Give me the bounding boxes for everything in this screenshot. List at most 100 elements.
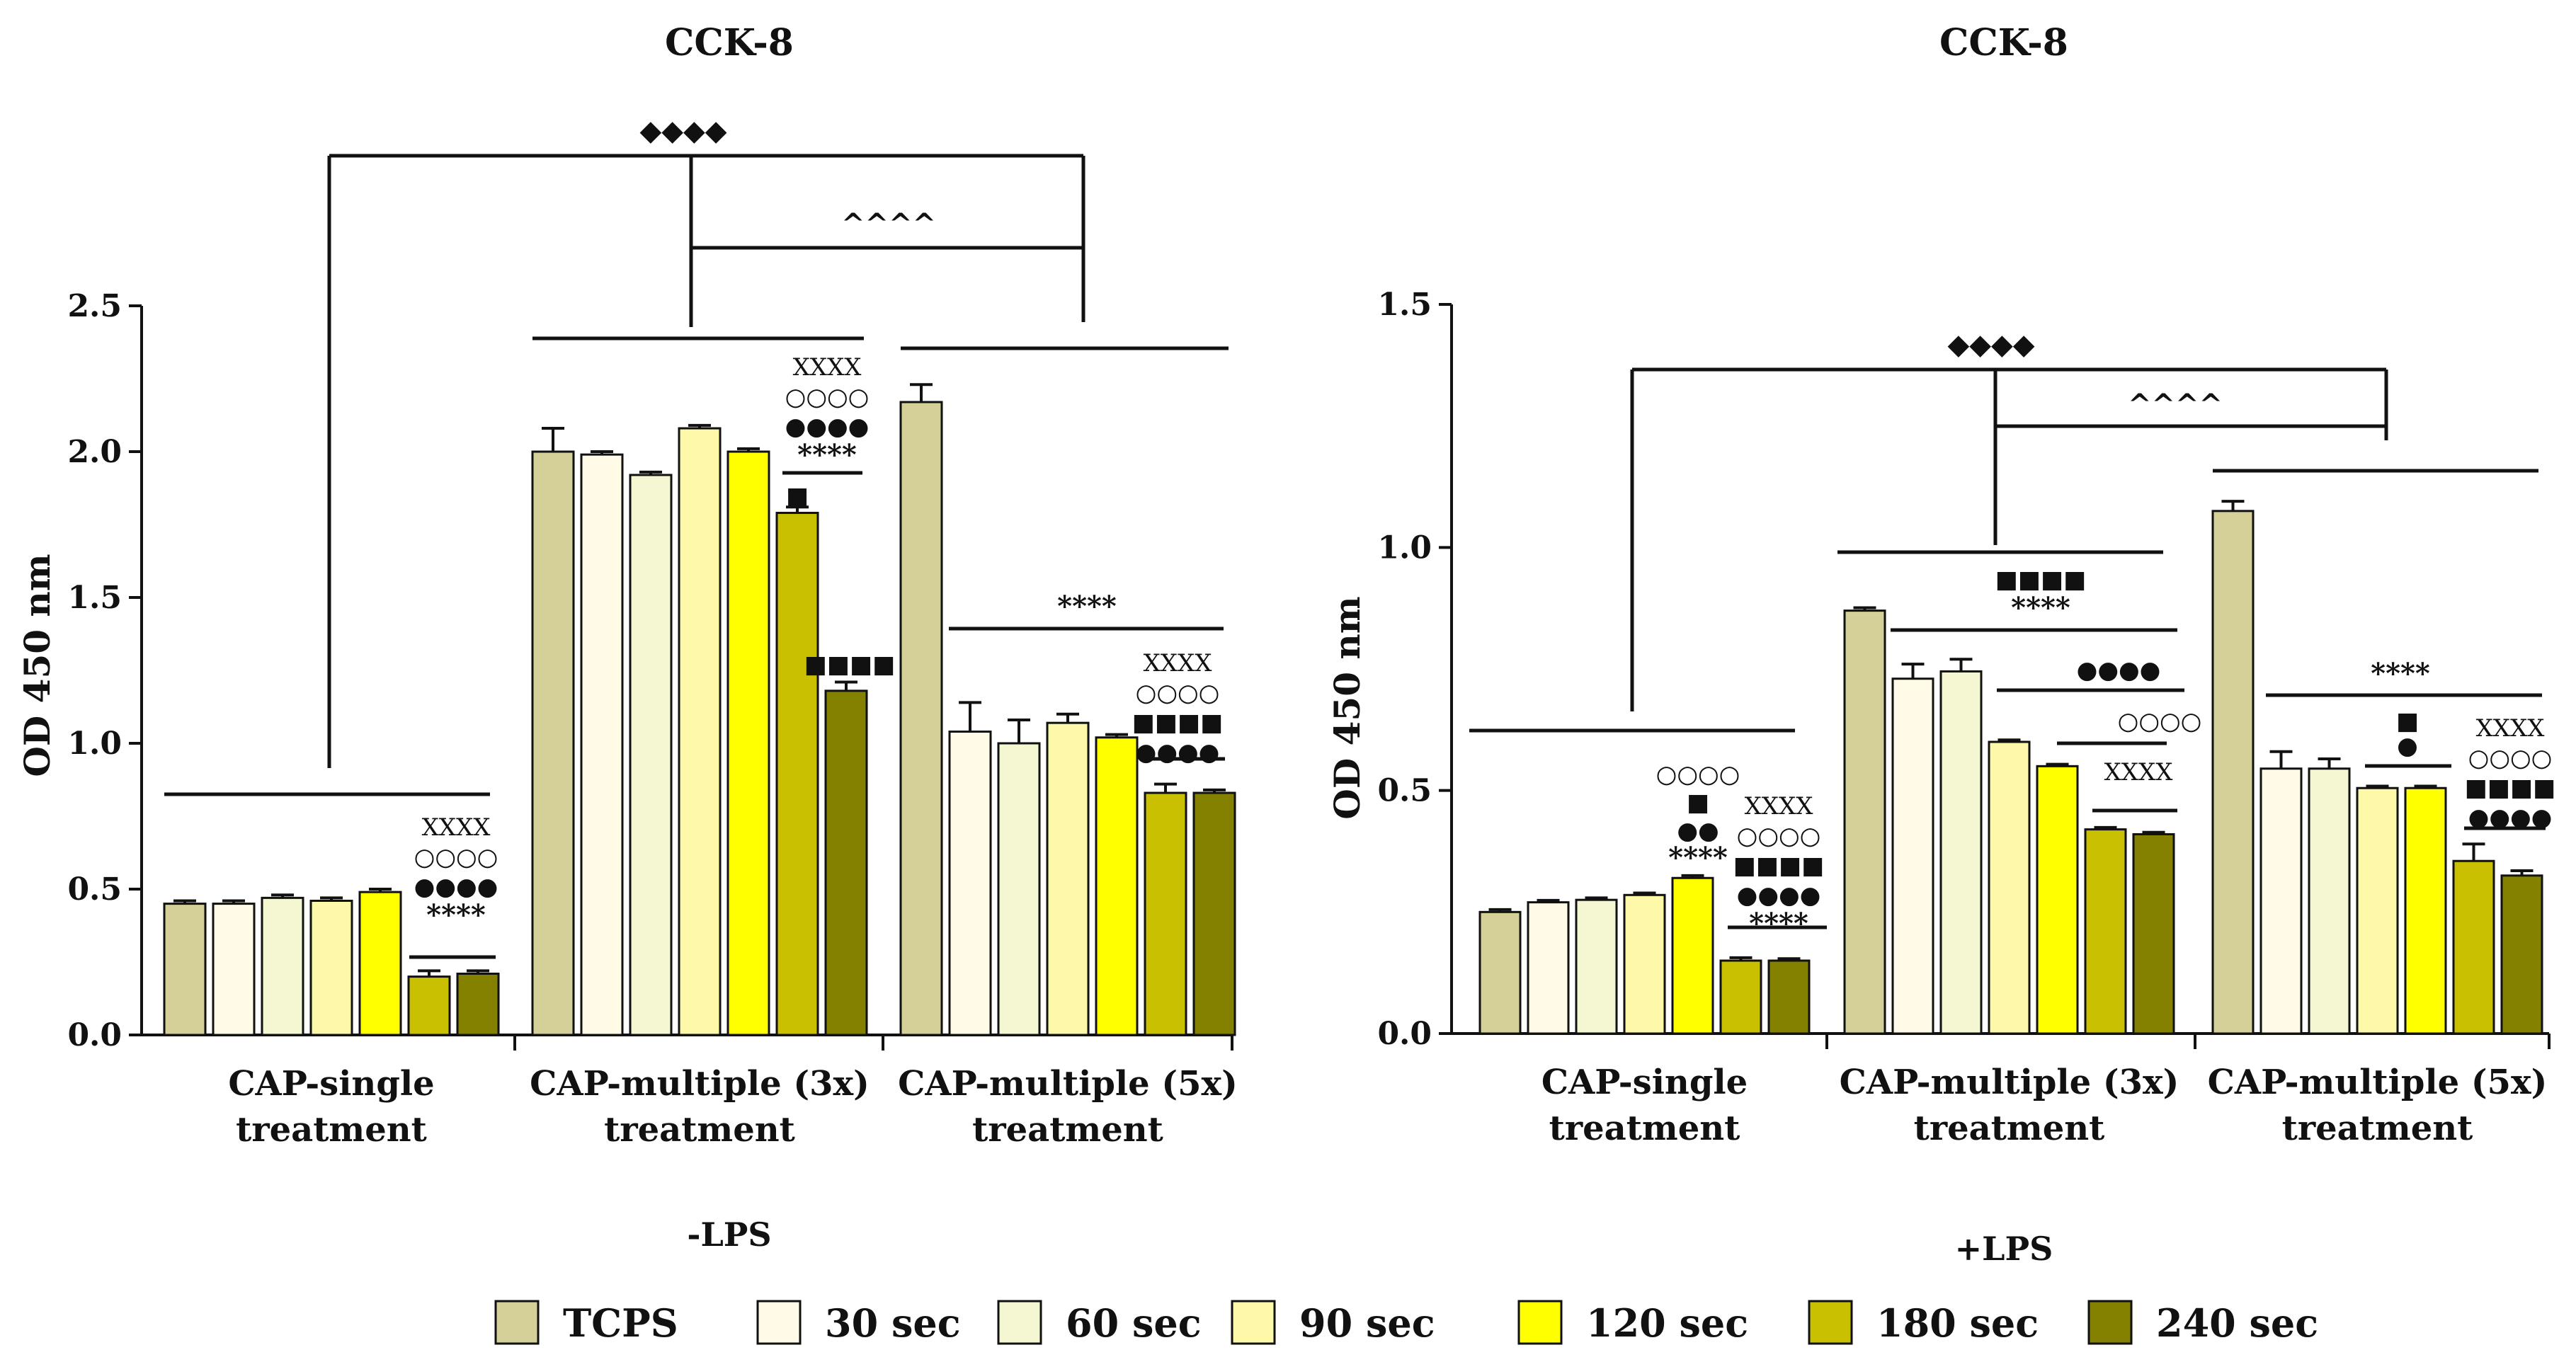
left-bar bbox=[629, 474, 673, 1036]
left-group3-sig: ■■■■ bbox=[1132, 709, 1224, 737]
left-tick-label: 1.5 bbox=[67, 580, 122, 616]
left-bar bbox=[212, 903, 256, 1036]
right-bar bbox=[2452, 859, 2495, 1035]
left-bar bbox=[163, 903, 207, 1036]
right-tick-label: 0.0 bbox=[1377, 1016, 1432, 1052]
right-group2-circles: ○○○○ bbox=[2118, 707, 2202, 736]
right-bar bbox=[1575, 898, 1618, 1035]
right-bar bbox=[2259, 767, 2303, 1035]
left-bar bbox=[261, 896, 304, 1036]
right-chart-title: CCK-8 bbox=[1939, 21, 2068, 64]
left-caret-marks: ^^^^ bbox=[841, 207, 936, 241]
left-group2-square: ■ bbox=[786, 482, 809, 510]
right-category-label: CAP-single bbox=[1541, 1063, 1748, 1102]
right-group3-stars: **** bbox=[2371, 657, 2430, 690]
left-category-label: CAP-multiple (3x) bbox=[530, 1064, 870, 1104]
left-bar bbox=[1192, 791, 1236, 1036]
right-category-label: CAP-multiple (5x) bbox=[2208, 1063, 2548, 1102]
right-category-sublabel: treatment bbox=[2282, 1109, 2473, 1148]
right-tick-label: 1.0 bbox=[1377, 530, 1432, 566]
right-bars bbox=[1478, 500, 2543, 1035]
left-bar bbox=[948, 731, 992, 1036]
right-diamond-marks: ◆◆◆◆ bbox=[1947, 328, 2034, 361]
right-bar bbox=[1939, 670, 1983, 1035]
right-bar bbox=[2211, 510, 2255, 1035]
right-y-axis-label: OD 450 nm bbox=[1326, 596, 1368, 819]
legend-label: 120 sec bbox=[1586, 1300, 1748, 1346]
right-category-labels: CAP-single treatment CAP-multiple (3x) trea… bbox=[1541, 1063, 2547, 1148]
left-bar bbox=[309, 899, 353, 1036]
legend-label: 90 sec bbox=[1299, 1300, 1435, 1346]
right-caret-marks: ^^^^ bbox=[2128, 388, 2223, 421]
left-annotations: ◆◆◆◆^^^^XXXX○○○○●●●●****XXXX○○○○●●●●****… bbox=[164, 114, 1229, 959]
right-group3-square: ■ bbox=[2396, 707, 2419, 736]
legend-label: 60 sec bbox=[1066, 1300, 1202, 1346]
left-group3-sig: ●●●● bbox=[1136, 738, 1220, 767]
right-group3-sig: XXXX bbox=[2476, 714, 2546, 743]
left-bar bbox=[726, 450, 770, 1036]
legend-swatch bbox=[2087, 1300, 2133, 1345]
left-bar bbox=[358, 891, 402, 1036]
legend-label: 30 sec bbox=[825, 1300, 961, 1346]
right-group2-squares: ■■■■ bbox=[1995, 566, 2087, 594]
right-group1-sig-a: ■ bbox=[1687, 789, 1709, 817]
left-bar bbox=[1095, 736, 1139, 1036]
left-tick-label: 2.0 bbox=[67, 434, 122, 470]
left-bar bbox=[1046, 721, 1090, 1036]
right-group1-sig-b: ■■■■ bbox=[1733, 852, 1825, 880]
left-category-label: CAP-multiple (5x) bbox=[898, 1064, 1238, 1104]
right-group3-sig: ■■■■ bbox=[2465, 774, 2556, 802]
right-group2-stars: **** bbox=[2011, 591, 2070, 624]
left-group2-sig: ○○○○ bbox=[785, 383, 870, 411]
left-group2-sig: ●●●● bbox=[785, 413, 870, 441]
legend-label: 240 sec bbox=[2156, 1300, 2318, 1346]
right-category-sublabel: treatment bbox=[1549, 1109, 1740, 1148]
left-tick-label: 0.5 bbox=[67, 871, 122, 908]
legend-swatch bbox=[1517, 1300, 1563, 1345]
legend-swatch bbox=[1231, 1300, 1276, 1345]
left-group3-stars: **** bbox=[1057, 590, 1117, 623]
right-group1-sig-a: ●● bbox=[1677, 817, 1719, 845]
right-group3-dot: ● bbox=[2397, 732, 2418, 760]
right-bar bbox=[1843, 610, 1886, 1035]
left-group3-sig: ○○○○ bbox=[1136, 679, 1220, 707]
left-group2-sig: **** bbox=[797, 438, 857, 471]
legend-label: TCPS bbox=[563, 1300, 678, 1346]
left-bar bbox=[775, 512, 819, 1036]
right-bar bbox=[1767, 959, 1811, 1035]
right-group1-sig-b: ●●●● bbox=[1737, 881, 1821, 910]
left-category-sublabel: treatment bbox=[972, 1110, 1163, 1150]
left-group1-sig: ●●●● bbox=[414, 873, 498, 901]
left-bar bbox=[899, 401, 943, 1036]
right-bar bbox=[1988, 740, 2031, 1035]
left-bar bbox=[997, 742, 1041, 1036]
right-annotations: ◆◆◆◆^^^^○○○○■●●****XXXX○○○○■■■■●●●●****■… bbox=[1469, 328, 2555, 940]
right-group2-dots: ●●●● bbox=[2077, 656, 2161, 685]
left-bar bbox=[824, 689, 868, 1036]
left-diamond-marks: ◆◆◆◆ bbox=[639, 114, 726, 147]
right-bar bbox=[1671, 876, 1714, 1035]
right-bar bbox=[2084, 828, 2127, 1035]
right-bar bbox=[2132, 832, 2175, 1035]
right-condition-label: +LPS bbox=[1955, 1230, 2053, 1268]
right-bar bbox=[1719, 959, 1762, 1035]
right-group1-sig-a: **** bbox=[1668, 841, 1728, 874]
left-bar bbox=[407, 975, 451, 1036]
right-bar bbox=[2308, 767, 2351, 1035]
left-condition-label: -LPS bbox=[687, 1215, 771, 1254]
right-group3-sig: ○○○○ bbox=[2468, 744, 2553, 772]
legend-swatch bbox=[756, 1300, 802, 1345]
left-chart-title: CCK-8 bbox=[665, 21, 794, 64]
legend: TCPS 30 sec 60 sec 90 sec 120 sec 180 sec 240 … bbox=[494, 1300, 2318, 1346]
right-bar bbox=[1623, 893, 1666, 1035]
legend-label: 180 sec bbox=[1876, 1300, 2039, 1346]
right-bar bbox=[1891, 677, 1934, 1035]
left-bar bbox=[580, 453, 624, 1036]
right-bar bbox=[1527, 901, 1570, 1035]
left-group1-sig: ○○○○ bbox=[414, 843, 498, 871]
left-y-axis-label: OD 450 nm bbox=[16, 554, 58, 777]
right-bar bbox=[2356, 786, 2399, 1035]
left-category-sublabel: treatment bbox=[604, 1110, 795, 1150]
left-y-ticks: 0.0 0.5 1.0 1.5 2.0 2.5 bbox=[67, 288, 1233, 1053]
